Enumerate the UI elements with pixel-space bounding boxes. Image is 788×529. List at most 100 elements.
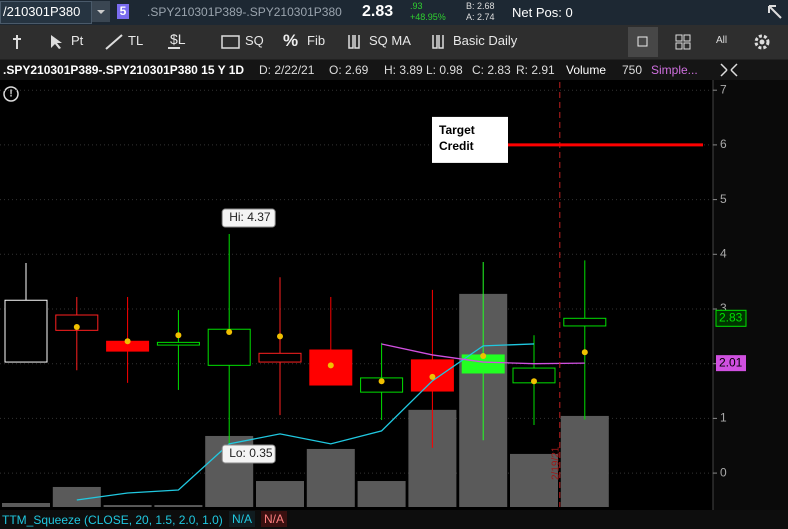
- volume-label: Volume: [566, 63, 607, 77]
- volume-bar: [103, 505, 152, 507]
- study-icon[interactable]: [345, 33, 363, 51]
- chart-title: .SPY210301P389-.SPY210301P380 15 Y 1D: [3, 63, 245, 77]
- y-tick-label: 3: [720, 301, 727, 315]
- popout-icon[interactable]: [766, 3, 784, 21]
- header-date: D: 2/22/21: [259, 63, 315, 77]
- pin-icon[interactable]: [8, 33, 26, 51]
- study-label: TTM_Squeeze (CLOSE, 20, 1.5, 2.0, 1.0): [2, 513, 223, 527]
- pointer-icon[interactable]: [48, 33, 64, 51]
- top-bar: /210301P380 5 .SPY210301P389-.SPY210301P…: [0, 0, 788, 25]
- midpoint-dot: [378, 378, 385, 385]
- tool-label[interactable]: $L: [170, 31, 186, 47]
- midpoint-dot: [531, 378, 537, 385]
- symbol-input-box[interactable]: [0, 1, 92, 24]
- target-box: [432, 116, 508, 163]
- settings-icon[interactable]: [752, 32, 772, 52]
- target-label: Credit: [439, 139, 474, 153]
- tool-label[interactable]: TL: [128, 33, 144, 48]
- dropdown[interactable]: [92, 1, 110, 22]
- header-high: H: 3.89: [384, 63, 423, 77]
- tool-label[interactable]: SQ MA: [369, 33, 411, 48]
- chart-header: .SPY210301P389-.SPY210301P380 15 Y 1D D:…: [0, 60, 788, 80]
- last-price: 2.83: [362, 3, 394, 20]
- collapse-icon[interactable]: [718, 61, 740, 79]
- study-name[interactable]: Simple...: [651, 63, 698, 77]
- price-axis-panel: [713, 80, 788, 510]
- alert-icon[interactable]: [3, 86, 19, 102]
- header-close: C: 2.83: [472, 63, 511, 77]
- candle-body: [55, 314, 99, 331]
- date-marker-label: 2/19/21: [550, 446, 561, 480]
- header-range: R: 2.91: [516, 63, 555, 77]
- net-change: .93: [410, 1, 423, 11]
- high-label-box: [221, 208, 276, 228]
- midpoint-dot: [124, 338, 131, 345]
- volume-bar: [306, 448, 355, 507]
- tool-label[interactable]: Basic Daily: [453, 33, 518, 48]
- price-level-icon[interactable]: [166, 33, 182, 51]
- percent-change: +48.95%: [410, 12, 446, 22]
- badge[interactable]: 5: [117, 4, 129, 19]
- toolbar: Pt TL $L SQ % Fib SQ MA Basic Daily All: [0, 25, 788, 60]
- all-button[interactable]: All: [716, 35, 728, 46]
- dropdown-icon: [97, 10, 105, 14]
- symbol-description: .SPY210301P389-.SPY210301P380: [147, 5, 342, 19]
- low-label-box: [221, 444, 276, 464]
- midpoint-dot: [429, 373, 436, 380]
- volume-bar: [154, 505, 203, 507]
- study-value: N/A: [229, 511, 256, 527]
- midpoint-dot: [327, 362, 334, 369]
- bid: B: 2.68: [466, 1, 495, 11]
- low-label: Lo: 0.35: [229, 446, 273, 460]
- grid-layout-icon[interactable]: [675, 34, 691, 50]
- midpoint-dot: [73, 324, 80, 331]
- ask: A: 2.74: [466, 12, 495, 22]
- candle-body: [563, 317, 607, 327]
- study-icon[interactable]: [429, 33, 447, 51]
- square-icon[interactable]: [221, 34, 241, 50]
- high-label: Hi: 4.37: [229, 210, 271, 224]
- net-position: Net Pos: 0: [512, 5, 573, 20]
- ma-price-label: 2.01: [719, 355, 743, 369]
- header-low: L: 0.98: [426, 63, 463, 77]
- last-price-box: [715, 309, 747, 327]
- ma-price-box: [716, 355, 746, 372]
- y-tick-label: 7: [720, 82, 727, 96]
- volume-value: 750: [622, 63, 643, 77]
- volume-bar: [357, 481, 406, 507]
- volume-bar: [2, 502, 50, 507]
- y-tick-label: 6: [720, 137, 727, 151]
- midpoint-dot: [175, 332, 182, 339]
- alert-icon-mark: !: [9, 89, 12, 100]
- study-line: [381, 343, 585, 365]
- y-tick-label: 1: [720, 411, 727, 425]
- candle-body: [258, 352, 302, 363]
- fib-icon[interactable]: %: [283, 31, 299, 50]
- y-tick-label: 4: [720, 246, 727, 260]
- midpoint-dot: [581, 349, 588, 356]
- tool-label[interactable]: Fib: [307, 33, 326, 48]
- candle-body: [360, 377, 404, 393]
- single-layout-button[interactable]: [628, 27, 658, 57]
- midpoint-dot: [480, 353, 487, 360]
- symbol-input[interactable]: /210301P380: [3, 4, 81, 19]
- study-line: [76, 343, 535, 501]
- volume-bar: [256, 481, 304, 507]
- trendline-icon[interactable]: [104, 33, 124, 51]
- last-price-label: 2.83: [719, 310, 743, 324]
- header-open: O: 2.69: [329, 63, 369, 77]
- candle-body: [156, 341, 200, 346]
- volume-bar: [510, 453, 558, 507]
- target-label: Target: [439, 123, 475, 137]
- study-value: N/A: [261, 511, 288, 527]
- tool-label[interactable]: SQ: [245, 33, 264, 48]
- y-tick-label: 0: [720, 465, 727, 479]
- study-bar: TTM_Squeeze (CLOSE, 20, 1.5, 2.0, 1.0) N…: [0, 510, 788, 529]
- midpoint-dot: [277, 333, 283, 340]
- volume-bar: [52, 486, 101, 507]
- candle-body: [4, 299, 48, 363]
- candle-body: [207, 328, 251, 366]
- tool-label[interactable]: Pt: [71, 33, 84, 48]
